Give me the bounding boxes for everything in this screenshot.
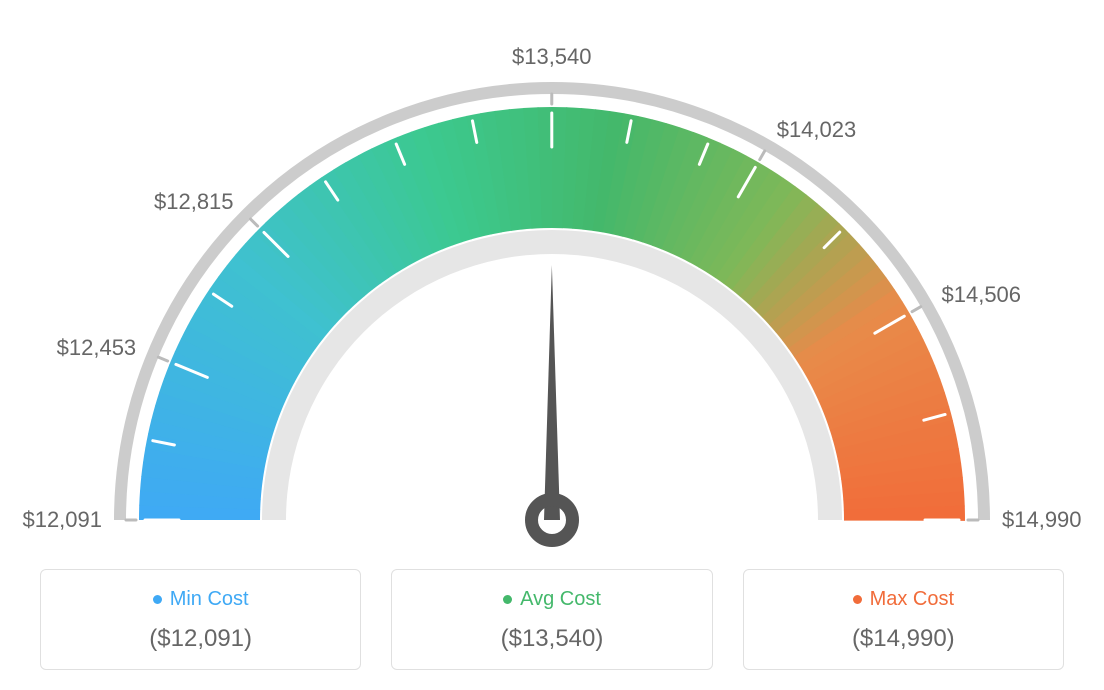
gauge-tick-label: $12,453 bbox=[57, 335, 137, 361]
gauge-area: $12,091 $12,453 $12,815 $13,540 $14,023 $14,5… bbox=[0, 0, 1104, 560]
legend-value-avg: ($13,540) bbox=[402, 625, 701, 653]
gauge-tick-label: $12,815 bbox=[154, 189, 234, 215]
legend-label-avg: Avg Cost bbox=[520, 588, 601, 611]
legend-title-avg: Avg Cost bbox=[503, 588, 601, 611]
legend-row: Min Cost ($12,091) Avg Cost ($13,540) Ma… bbox=[40, 569, 1064, 670]
legend-title-max: Max Cost bbox=[853, 588, 954, 611]
gauge-tick-label: $14,023 bbox=[777, 117, 857, 143]
gauge-svg bbox=[0, 0, 1104, 560]
gauge-tick-label: $14,506 bbox=[942, 282, 1022, 308]
legend-card-max: Max Cost ($14,990) bbox=[743, 569, 1064, 670]
gauge-tick-label: $13,540 bbox=[512, 44, 592, 70]
gauge-tick-label: $12,091 bbox=[22, 507, 102, 533]
legend-card-avg: Avg Cost ($13,540) bbox=[391, 569, 712, 670]
legend-value-min: ($12,091) bbox=[51, 625, 350, 653]
legend-title-min: Min Cost bbox=[153, 588, 249, 611]
chart-wrapper: $12,091 $12,453 $12,815 $13,540 $14,023 $14,5… bbox=[0, 0, 1104, 690]
legend-value-max: ($14,990) bbox=[754, 625, 1053, 653]
legend-label-min: Min Cost bbox=[170, 588, 249, 611]
legend-dot-min bbox=[153, 595, 162, 604]
legend-dot-max bbox=[853, 595, 862, 604]
legend-card-min: Min Cost ($12,091) bbox=[40, 569, 361, 670]
gauge-tick-label: $14,990 bbox=[1002, 507, 1082, 533]
legend-dot-avg bbox=[503, 595, 512, 604]
legend-label-max: Max Cost bbox=[870, 588, 954, 611]
